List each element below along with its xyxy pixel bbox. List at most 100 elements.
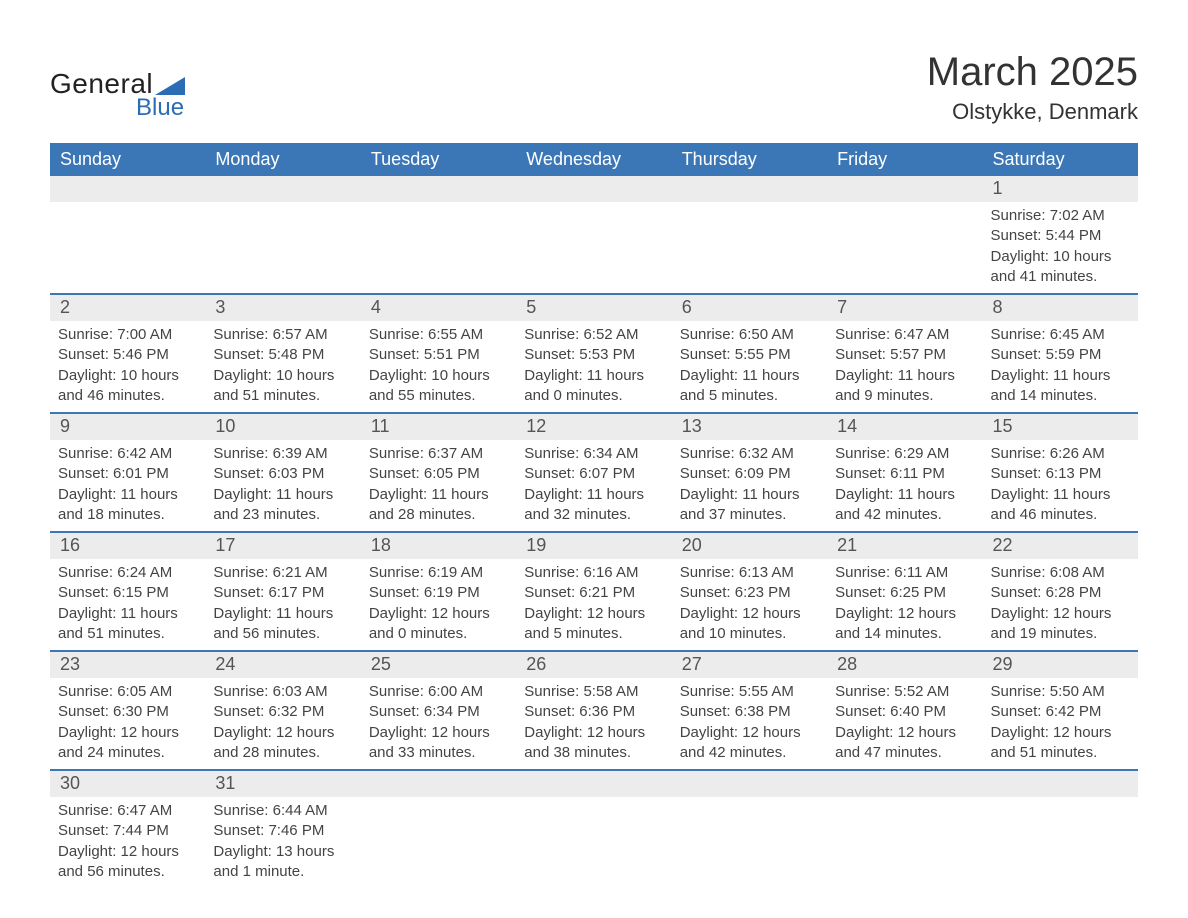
- daylight-line-2: and 0 minutes.: [524, 386, 663, 406]
- day-details: Sunrise: 6:32 AMSunset: 6:09 PMDaylight:…: [672, 440, 827, 531]
- day-details: [50, 202, 205, 286]
- day-details: Sunrise: 6:57 AMSunset: 5:48 PMDaylight:…: [205, 321, 360, 412]
- daylight-line-1: Daylight: 11 hours: [680, 485, 819, 505]
- day-number: [516, 771, 671, 797]
- week-row: 16Sunrise: 6:24 AMSunset: 6:15 PMDayligh…: [50, 531, 1138, 650]
- day-cell: 29Sunrise: 5:50 AMSunset: 6:42 PMDayligh…: [983, 652, 1138, 769]
- day-cell: 25Sunrise: 6:00 AMSunset: 6:34 PMDayligh…: [361, 652, 516, 769]
- sunset-line: Sunset: 5:46 PM: [58, 345, 197, 365]
- daylight-line-1: Daylight: 11 hours: [835, 485, 974, 505]
- day-details: Sunrise: 6:26 AMSunset: 6:13 PMDaylight:…: [983, 440, 1138, 531]
- day-details: Sunrise: 5:52 AMSunset: 6:40 PMDaylight:…: [827, 678, 982, 769]
- sunrise-line: Sunrise: 6:32 AM: [680, 444, 819, 464]
- day-number: 30: [50, 771, 205, 797]
- sunrise-line: Sunrise: 6:50 AM: [680, 325, 819, 345]
- day-number: 6: [672, 295, 827, 321]
- daylight-line-1: Daylight: 11 hours: [991, 485, 1130, 505]
- day-number: 19: [516, 533, 671, 559]
- day-number: [516, 176, 671, 202]
- sunset-line: Sunset: 6:38 PM: [680, 702, 819, 722]
- daylight-line-1: Daylight: 12 hours: [991, 723, 1130, 743]
- day-number: 9: [50, 414, 205, 440]
- day-cell: 28Sunrise: 5:52 AMSunset: 6:40 PMDayligh…: [827, 652, 982, 769]
- day-number: [361, 176, 516, 202]
- sunset-line: Sunset: 6:09 PM: [680, 464, 819, 484]
- daylight-line-1: Daylight: 10 hours: [369, 366, 508, 386]
- day-number: [672, 771, 827, 797]
- day-number: 15: [983, 414, 1138, 440]
- day-cell: 18Sunrise: 6:19 AMSunset: 6:19 PMDayligh…: [361, 533, 516, 650]
- sunrise-line: Sunrise: 6:44 AM: [213, 801, 352, 821]
- daylight-line-1: Daylight: 12 hours: [835, 723, 974, 743]
- daylight-line-2: and 42 minutes.: [835, 505, 974, 525]
- sunset-line: Sunset: 5:59 PM: [991, 345, 1130, 365]
- day-number: [827, 176, 982, 202]
- sunrise-line: Sunrise: 6:05 AM: [58, 682, 197, 702]
- day-details: Sunrise: 6:34 AMSunset: 6:07 PMDaylight:…: [516, 440, 671, 531]
- day-details: Sunrise: 6:44 AMSunset: 7:46 PMDaylight:…: [205, 797, 360, 888]
- daylight-line-1: Daylight: 11 hours: [524, 485, 663, 505]
- day-cell: 8Sunrise: 6:45 AMSunset: 5:59 PMDaylight…: [983, 295, 1138, 412]
- day-number: 14: [827, 414, 982, 440]
- sunrise-line: Sunrise: 6:19 AM: [369, 563, 508, 583]
- title-block: March 2025 Olstykke, Denmark: [927, 50, 1138, 125]
- day-header-cell: Monday: [205, 143, 360, 176]
- day-details: [983, 797, 1138, 881]
- day-cell: 2Sunrise: 7:00 AMSunset: 5:46 PMDaylight…: [50, 295, 205, 412]
- day-cell: 12Sunrise: 6:34 AMSunset: 6:07 PMDayligh…: [516, 414, 671, 531]
- sunrise-line: Sunrise: 6:03 AM: [213, 682, 352, 702]
- day-details: Sunrise: 6:05 AMSunset: 6:30 PMDaylight:…: [50, 678, 205, 769]
- sunset-line: Sunset: 6:32 PM: [213, 702, 352, 722]
- day-cell: 9Sunrise: 6:42 AMSunset: 6:01 PMDaylight…: [50, 414, 205, 531]
- day-number: 10: [205, 414, 360, 440]
- sunrise-line: Sunrise: 6:45 AM: [991, 325, 1130, 345]
- sunrise-line: Sunrise: 7:02 AM: [991, 206, 1130, 226]
- daylight-line-2: and 14 minutes.: [835, 624, 974, 644]
- sunrise-line: Sunrise: 5:50 AM: [991, 682, 1130, 702]
- day-number: 29: [983, 652, 1138, 678]
- day-cell: 10Sunrise: 6:39 AMSunset: 6:03 PMDayligh…: [205, 414, 360, 531]
- day-details: Sunrise: 6:16 AMSunset: 6:21 PMDaylight:…: [516, 559, 671, 650]
- week-row: 1Sunrise: 7:02 AMSunset: 5:44 PMDaylight…: [50, 176, 1138, 293]
- day-cell: 11Sunrise: 6:37 AMSunset: 6:05 PMDayligh…: [361, 414, 516, 531]
- day-cell-empty: [983, 771, 1138, 888]
- sunrise-line: Sunrise: 6:11 AM: [835, 563, 974, 583]
- day-details: Sunrise: 6:11 AMSunset: 6:25 PMDaylight:…: [827, 559, 982, 650]
- daylight-line-2: and 41 minutes.: [991, 267, 1130, 287]
- daylight-line-2: and 51 minutes.: [58, 624, 197, 644]
- sunrise-line: Sunrise: 5:55 AM: [680, 682, 819, 702]
- day-details: [827, 202, 982, 286]
- week-row: 9Sunrise: 6:42 AMSunset: 6:01 PMDaylight…: [50, 412, 1138, 531]
- sunrise-line: Sunrise: 7:00 AM: [58, 325, 197, 345]
- daylight-line-2: and 14 minutes.: [991, 386, 1130, 406]
- sunset-line: Sunset: 6:40 PM: [835, 702, 974, 722]
- day-details: Sunrise: 6:21 AMSunset: 6:17 PMDaylight:…: [205, 559, 360, 650]
- day-details: [827, 797, 982, 881]
- daylight-line-2: and 28 minutes.: [369, 505, 508, 525]
- day-number: 26: [516, 652, 671, 678]
- sunset-line: Sunset: 7:44 PM: [58, 821, 197, 841]
- day-number: [205, 176, 360, 202]
- day-details: Sunrise: 7:00 AMSunset: 5:46 PMDaylight:…: [50, 321, 205, 412]
- day-cell: 21Sunrise: 6:11 AMSunset: 6:25 PMDayligh…: [827, 533, 982, 650]
- day-cell-empty: [361, 771, 516, 888]
- day-details: Sunrise: 6:24 AMSunset: 6:15 PMDaylight:…: [50, 559, 205, 650]
- daylight-line-2: and 5 minutes.: [680, 386, 819, 406]
- daylight-line-1: Daylight: 11 hours: [524, 366, 663, 386]
- day-cell: 20Sunrise: 6:13 AMSunset: 6:23 PMDayligh…: [672, 533, 827, 650]
- logo: General Blue: [50, 68, 185, 122]
- day-cell-empty: [672, 771, 827, 888]
- day-details: Sunrise: 6:03 AMSunset: 6:32 PMDaylight:…: [205, 678, 360, 769]
- sunset-line: Sunset: 6:21 PM: [524, 583, 663, 603]
- daylight-line-2: and 32 minutes.: [524, 505, 663, 525]
- week-row: 30Sunrise: 6:47 AMSunset: 7:44 PMDayligh…: [50, 769, 1138, 888]
- daylight-line-1: Daylight: 11 hours: [213, 604, 352, 624]
- sunrise-line: Sunrise: 6:21 AM: [213, 563, 352, 583]
- logo-triangle-icon: [155, 77, 185, 95]
- day-details: Sunrise: 6:39 AMSunset: 6:03 PMDaylight:…: [205, 440, 360, 531]
- day-details: [361, 797, 516, 881]
- daylight-line-2: and 10 minutes.: [680, 624, 819, 644]
- day-header-cell: Wednesday: [516, 143, 671, 176]
- day-number: [361, 771, 516, 797]
- sunset-line: Sunset: 6:25 PM: [835, 583, 974, 603]
